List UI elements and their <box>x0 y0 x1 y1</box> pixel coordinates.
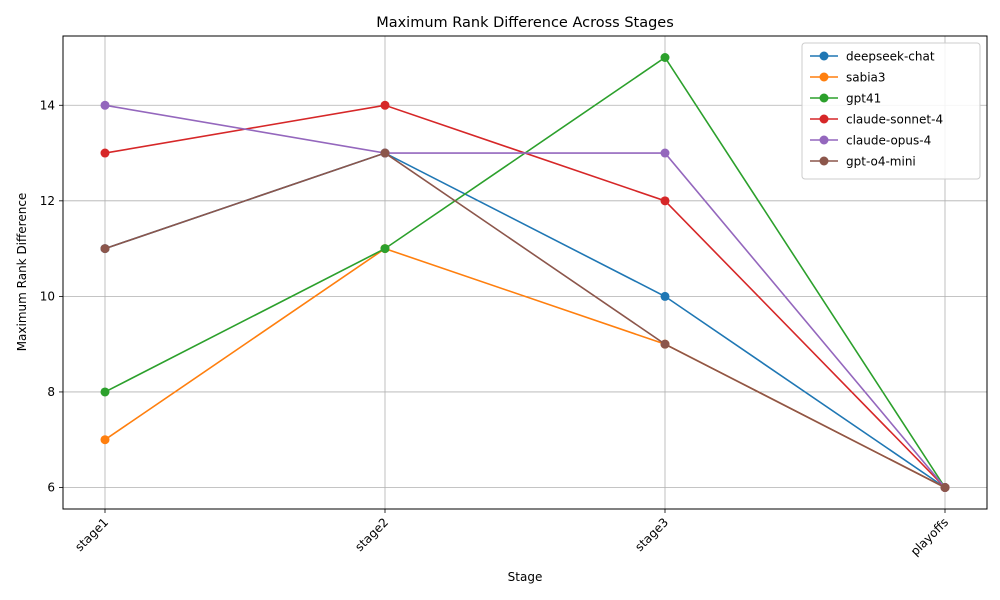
data-point <box>100 148 110 158</box>
legend-label: claude-sonnet-4 <box>846 113 943 127</box>
data-point <box>660 291 670 301</box>
plot-frame <box>62 35 988 510</box>
series-gpt-o4-mini <box>100 148 950 492</box>
legend-marker <box>819 114 829 124</box>
legend-box <box>801 42 981 180</box>
series-line <box>104 152 946 489</box>
data-point <box>100 244 110 254</box>
data-point <box>660 196 670 206</box>
legend-label: gpt-o4-mini <box>846 155 916 169</box>
legend-label: claude-opus-4 <box>846 134 931 148</box>
y-tick-label: 12 <box>40 194 55 208</box>
legend-marker <box>819 93 829 103</box>
y-axis-label: Maximum Rank Difference <box>15 193 29 352</box>
legend-item: gpt41 <box>810 92 881 106</box>
legend-item: claude-opus-4 <box>810 134 931 148</box>
y-tick-label: 8 <box>47 385 55 399</box>
chart-title: Maximum Rank Difference Across Stages <box>376 15 674 31</box>
y-tick-label: 14 <box>40 98 55 112</box>
data-point <box>100 387 110 397</box>
data-point <box>660 339 670 349</box>
legend-item: sabia3 <box>810 71 886 85</box>
legend-marker <box>819 51 829 61</box>
y-tick-label: 10 <box>40 289 55 303</box>
series-lines <box>100 53 950 492</box>
data-point <box>380 148 390 158</box>
series-line <box>104 104 946 489</box>
legend-marker <box>819 72 829 82</box>
data-point <box>100 435 110 445</box>
legend-item: gpt-o4-mini <box>810 155 916 169</box>
data-point <box>100 100 110 110</box>
data-point <box>380 244 390 254</box>
legend-label: gpt41 <box>846 92 881 106</box>
data-point <box>660 148 670 158</box>
data-point <box>380 100 390 110</box>
legend-item: claude-sonnet-4 <box>810 113 943 127</box>
legend-label: deepseek-chat <box>846 50 935 64</box>
legend-item: deepseek-chat <box>810 50 935 64</box>
data-point <box>660 53 670 62</box>
x-axis-label: Stage <box>508 570 543 584</box>
legend-marker <box>819 156 829 166</box>
legend-marker <box>819 135 829 145</box>
y-tick-label: 6 <box>47 481 55 495</box>
legend-label: sabia3 <box>846 71 886 85</box>
data-point <box>940 483 950 492</box>
legend: deepseek-chat sabia3 gpt41 claude-sonnet-4 c… <box>801 42 981 180</box>
